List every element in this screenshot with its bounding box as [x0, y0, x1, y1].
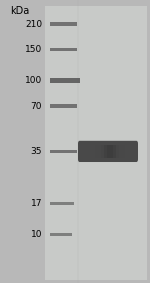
FancyBboxPatch shape [50, 104, 76, 108]
Bar [80, 6, 85, 280]
Bar [144, 6, 148, 280]
Bar [82, 145, 86, 158]
Bar [56, 6, 60, 280]
Text: 10: 10 [30, 230, 42, 239]
Bar [85, 145, 89, 158]
Text: 17: 17 [30, 199, 42, 208]
Bar [112, 6, 117, 280]
Bar [126, 6, 131, 280]
Bar [116, 145, 119, 158]
Bar [94, 6, 99, 280]
Bar [105, 6, 110, 280]
Bar [98, 6, 103, 280]
Bar [112, 145, 116, 158]
Bar [130, 145, 134, 158]
Text: 150: 150 [25, 45, 42, 54]
Bar [103, 145, 107, 158]
Bar [124, 145, 128, 158]
Bar [73, 6, 78, 280]
Bar [77, 6, 81, 280]
Bar [52, 6, 57, 280]
Bar [92, 145, 95, 158]
FancyBboxPatch shape [78, 141, 138, 162]
Bar [84, 6, 88, 280]
FancyBboxPatch shape [50, 150, 76, 153]
Bar [110, 145, 113, 158]
Bar [106, 145, 110, 158]
Bar [128, 145, 131, 158]
Bar [70, 6, 74, 280]
Bar [115, 6, 120, 280]
Bar [88, 145, 92, 158]
Bar [59, 6, 64, 280]
Bar [119, 6, 124, 280]
Bar [108, 6, 113, 280]
Bar [118, 145, 122, 158]
Bar [94, 145, 98, 158]
FancyBboxPatch shape [50, 202, 74, 205]
Bar [129, 6, 134, 280]
FancyBboxPatch shape [45, 6, 147, 280]
Bar [122, 145, 125, 158]
Bar [140, 6, 145, 280]
Bar [147, 6, 150, 280]
Bar [80, 145, 83, 158]
FancyBboxPatch shape [50, 48, 76, 52]
Text: 70: 70 [30, 102, 42, 111]
Bar [87, 6, 92, 280]
Bar [134, 145, 137, 158]
Text: 100: 100 [25, 76, 42, 85]
Bar [133, 6, 138, 280]
Bar [98, 145, 101, 158]
Bar [91, 6, 96, 280]
Bar [101, 6, 106, 280]
FancyBboxPatch shape [50, 22, 76, 26]
Bar [122, 6, 127, 280]
Bar [45, 6, 50, 280]
Bar [100, 145, 104, 158]
Text: kDa: kDa [10, 6, 29, 16]
Text: 35: 35 [30, 147, 42, 156]
Bar [66, 6, 71, 280]
Bar [48, 6, 53, 280]
Bar [136, 145, 140, 158]
Text: 210: 210 [25, 20, 42, 29]
Bar [63, 6, 67, 280]
FancyBboxPatch shape [50, 78, 80, 83]
FancyBboxPatch shape [50, 233, 72, 236]
Bar [136, 6, 141, 280]
